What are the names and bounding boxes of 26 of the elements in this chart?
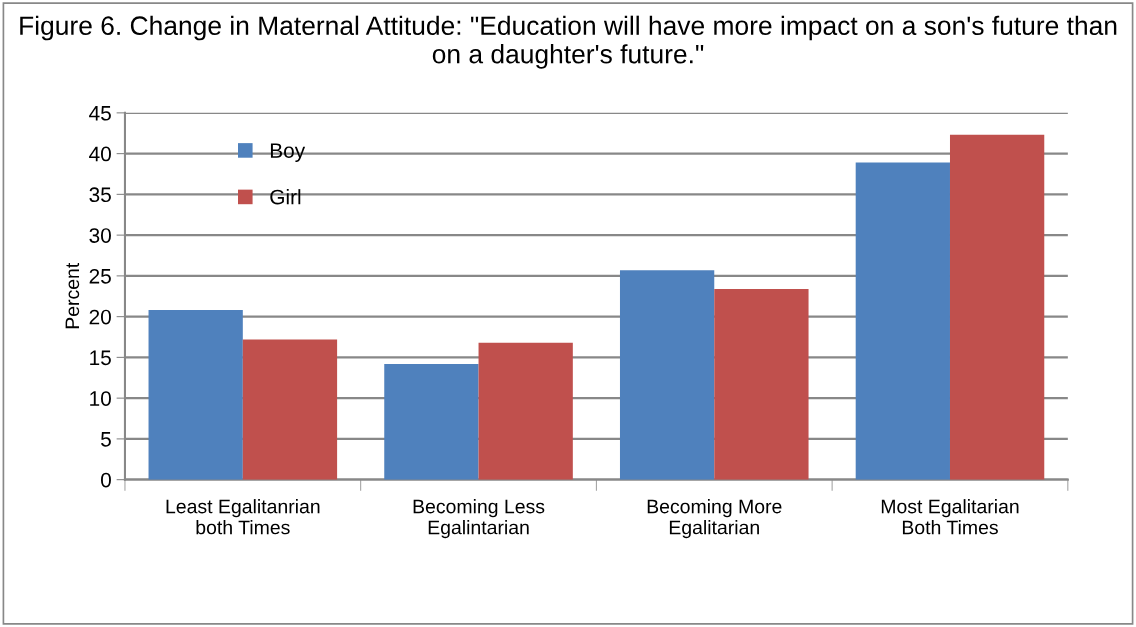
legend-label: Boy [270, 143, 306, 163]
y-tick-label: 0 [100, 472, 111, 488]
y-tick-label: 45 [89, 106, 111, 121]
y-axis-title: Percent [65, 262, 80, 329]
bar [714, 288, 809, 480]
bar [384, 363, 479, 480]
y-tick-label: 10 [90, 391, 111, 406]
bar [949, 134, 1045, 480]
legend-label: Girl [270, 189, 301, 205]
y-tick-label: 30 [89, 228, 111, 243]
y-tick-label: 20 [89, 309, 111, 325]
y-tick-label: 40 [89, 146, 111, 162]
bar [148, 310, 243, 480]
y-tick-label: 5 [101, 432, 111, 447]
x-tick-label: Becoming Less Egalintarian [413, 499, 545, 539]
x-tick-label: Most Egalitarian Both Times [881, 499, 1019, 535]
y-tick-label: 15 [90, 350, 111, 366]
x-tick-label: Least Egalitanrian both Times [166, 499, 320, 535]
bar [619, 270, 715, 480]
x-tick-label: Becoming More Egalitarian [647, 499, 782, 539]
bar [478, 342, 573, 480]
bar [242, 339, 338, 480]
y-tick-label: 35 [89, 187, 111, 203]
chart-title: Figure 6. Change in Maternal Attitude: "Education will have more impact on a son's future than on a daughter's future." [20, 15, 1117, 69]
y-tick-label: 25 [89, 268, 111, 284]
bar [855, 162, 950, 480]
